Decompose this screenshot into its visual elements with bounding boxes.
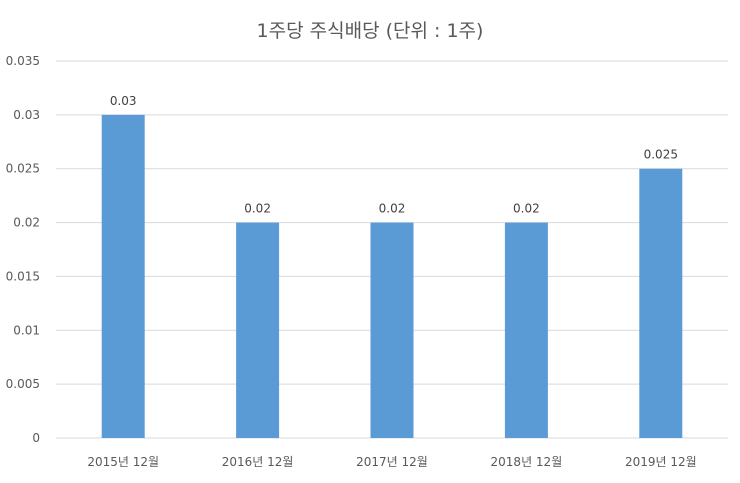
data-label: 0.025	[644, 148, 678, 162]
y-tick-label: 0.035	[6, 54, 40, 68]
y-axis-tick-labels: 0 0.005 0.01 0.015 0.02 0.025 0.03 0.035	[6, 54, 40, 445]
y-tick-label: 0.01	[13, 323, 40, 337]
y-tick-label: 0.015	[6, 269, 40, 283]
x-tick-label: 2019년 12월	[625, 455, 697, 469]
data-label: 0.02	[244, 202, 271, 216]
y-tick-label: 0.005	[6, 377, 40, 391]
x-tick-label: 2017년 12월	[356, 455, 428, 469]
bar	[504, 222, 548, 438]
data-label: 0.02	[513, 202, 540, 216]
bar	[236, 222, 280, 438]
y-tick-label: 0.03	[13, 108, 40, 122]
bar	[370, 222, 414, 438]
data-label: 0.02	[379, 202, 406, 216]
x-tick-label: 2018년 12월	[491, 455, 563, 469]
y-tick-label: 0.02	[13, 216, 40, 230]
x-axis-tick-labels: 2015년 12월 2016년 12월 2017년 12월 2018년 12월 2019…	[87, 455, 696, 469]
chart-title: 1주당 주식배당 (단위 : 1주)	[257, 20, 484, 42]
bars	[101, 114, 683, 438]
x-tick-label: 2016년 12월	[222, 455, 294, 469]
y-tick-label: 0	[32, 431, 40, 445]
x-tick-label: 2015년 12월	[87, 455, 159, 469]
data-labels: 0.03 0.02 0.02 0.02 0.025	[110, 94, 678, 216]
bar	[639, 168, 683, 438]
data-label: 0.03	[110, 94, 137, 108]
bar	[101, 114, 145, 438]
y-tick-label: 0.025	[6, 162, 40, 176]
